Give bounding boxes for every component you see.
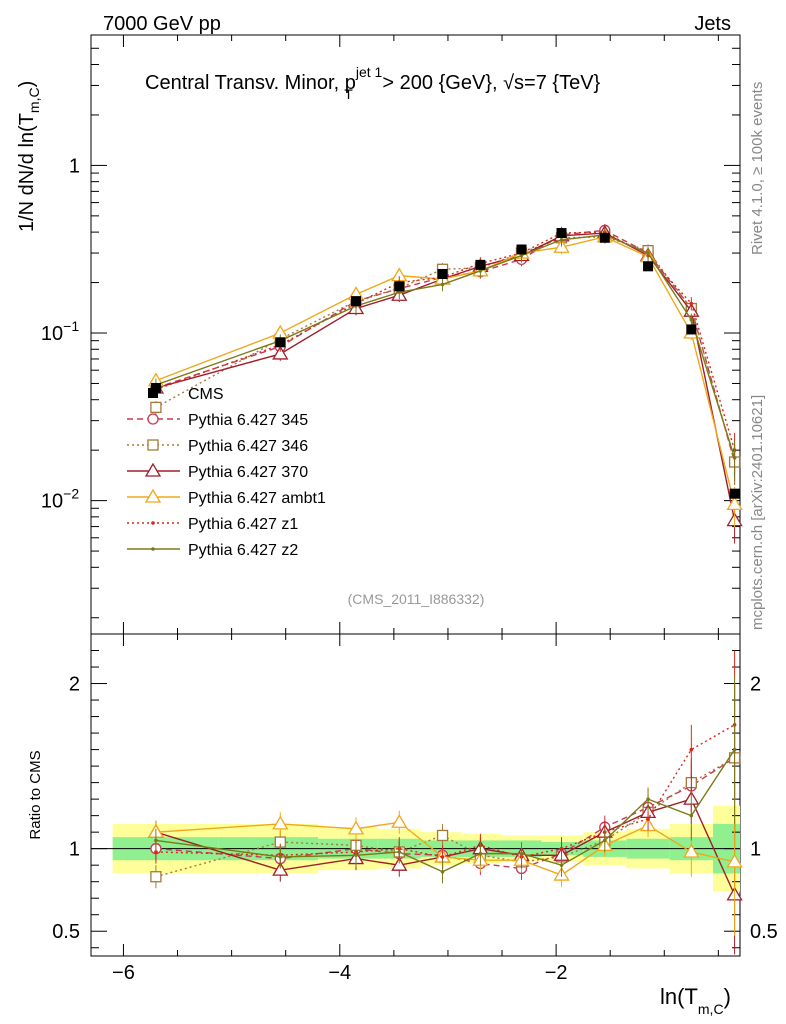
ratio-point-3-11 (726, 853, 743, 868)
series-point-5-11 (732, 456, 737, 460)
ratio-point-5-5 (478, 851, 483, 856)
ratio-tick-label-left-0: 2 (69, 674, 80, 696)
ratio-tick-label-right-1: 1 (750, 839, 761, 861)
legend-label-0: Pythia 6.427 345 (188, 412, 308, 429)
ratio-point-4-9 (646, 817, 650, 821)
ratio-point-1-4 (436, 829, 449, 842)
ratio-point-4-10 (689, 747, 694, 752)
header-energy-label: 7000 GeV pp (103, 13, 221, 35)
ratio-point-2-1 (272, 861, 289, 876)
y-tick-label-2: 10−2 (41, 486, 79, 513)
cms-point-4 (437, 268, 448, 279)
ratio-point-5-3 (397, 850, 402, 854)
cms-point-7 (556, 228, 567, 239)
ratio-point-5-7 (559, 863, 564, 867)
cms-point-3 (394, 281, 405, 292)
y-axis-label: 1/N dN/d ln(Tm,C) (16, 81, 42, 232)
ratio-point-3-10 (683, 843, 700, 858)
series-point-5-9 (646, 251, 650, 255)
legend: CMS Pythia 6.427 345 Pythia 6.427 346 Pythi… (127, 386, 326, 559)
x-axis-label: ln(Tm,C) (660, 984, 731, 1017)
cms-point-6 (516, 244, 527, 255)
legend-cms-label: CMS (188, 386, 224, 403)
legend-label-2: Pythia 6.427 370 (188, 464, 308, 481)
series-point-5-4 (440, 282, 445, 287)
ratio-point-5-11 (732, 747, 737, 752)
rivet-version-label: Rivet 4.1.0, ≥ 100k events (749, 82, 766, 255)
mcplots-label: mcplots.cern.ch [arXiv:2401.10621] (749, 395, 766, 630)
series-point-5-10 (689, 317, 694, 322)
ratio-point-3-3 (391, 813, 408, 828)
series-point-4-10 (689, 301, 694, 306)
ratio-point-1-0 (150, 871, 162, 883)
legend-marker-3 (144, 488, 162, 503)
ratio-line-4 (155, 724, 735, 858)
series-point-3-11 (726, 496, 743, 510)
analysis-watermark: (CMS_2011_I886332) (348, 591, 485, 607)
ratio-tick-label-right-0: 2 (750, 674, 761, 696)
series-line-3 (155, 236, 736, 505)
series-point-1-0 (150, 401, 162, 414)
series-point-5-3 (397, 290, 402, 295)
ratio-line-2 (155, 798, 736, 896)
legend-marker-0 (147, 413, 159, 425)
ratio-point-5-6 (519, 851, 524, 856)
ratio-point-3-2 (347, 820, 365, 835)
legend-label-5: Pythia 6.427 z2 (188, 542, 298, 559)
cms-point-8 (599, 232, 610, 243)
ratio-tick-label-right-2: 0.5 (750, 921, 778, 943)
legend-cms-marker (148, 388, 158, 398)
ratio-tick-label-left-2: 0.5 (52, 921, 80, 943)
legend-label-1: Pythia 6.427 346 (188, 438, 308, 455)
series-ratio-5 (154, 675, 737, 884)
series-point-5-6 (519, 253, 524, 258)
cms-point-9 (643, 261, 654, 272)
ratio-tick-label-left-1: 1 (69, 839, 80, 861)
series-point-5-7 (559, 237, 564, 242)
header-jets-label: Jets (694, 13, 731, 35)
ratio-point-4-7 (559, 846, 564, 851)
cms-point-5 (475, 259, 486, 270)
x-tick-label-2: −2 (545, 962, 568, 984)
ratio-point-5-9 (646, 797, 650, 801)
legend-marker-4 (151, 521, 155, 525)
ratio-point-5-8 (602, 838, 607, 843)
axis-ticks: −6 −4 −2 1 10−1 10−2 2 2 1 1 0.5 0.5 (41, 34, 778, 984)
ratio-point-3-1 (272, 815, 289, 830)
legend-label-4: Pythia 6.427 z1 (188, 516, 298, 533)
y-tick-label-1: 10−1 (41, 318, 79, 345)
ratio-series-group (147, 650, 743, 955)
ratio-line-5 (155, 749, 736, 873)
cms-point-11 (729, 488, 740, 499)
legend-marker-2 (144, 462, 162, 477)
cms-point-1 (275, 337, 286, 348)
series-line-5 (155, 234, 736, 459)
series-point-2-1 (272, 345, 289, 360)
x-tick-label-1: −4 (328, 962, 351, 984)
legend-marker-1 (147, 439, 159, 451)
cms-point-0 (150, 382, 161, 393)
ratio-point-5-1 (278, 855, 283, 859)
ratio-plot-frame (90, 633, 741, 957)
cms-point-10 (686, 324, 697, 335)
cms-data-points (150, 228, 740, 499)
ratio-point-2-3 (391, 856, 408, 871)
legend-marker-5 (151, 547, 155, 551)
x-tick-label-0: −6 (112, 962, 135, 984)
ratio-point-5-10 (689, 813, 694, 818)
legend-label-3: Pythia 6.427 ambt1 (188, 490, 326, 507)
series-point-5-5 (478, 269, 483, 273)
ratio-point-5-4 (440, 869, 445, 874)
ratio-point-5-0 (154, 838, 158, 843)
y-tick-label-0: 1 (69, 155, 80, 177)
ratio-point-5-2 (354, 853, 358, 858)
ratio-point-4-4 (440, 855, 445, 859)
ratio-y-axis-label: Ratio to CMS (27, 750, 44, 839)
cms-point-2 (351, 296, 362, 307)
